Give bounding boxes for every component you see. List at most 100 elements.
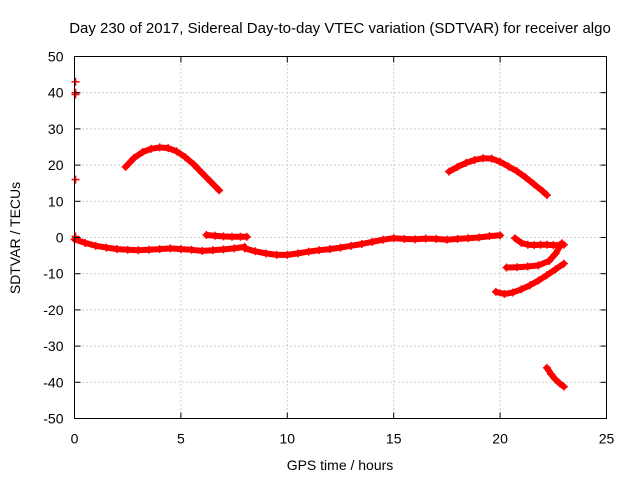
data-point — [538, 187, 547, 196]
y-tick-label: 40 — [48, 85, 64, 101]
data-point — [208, 246, 217, 255]
y-tick-label: -30 — [43, 338, 63, 354]
data-point — [479, 154, 488, 163]
data-point — [172, 147, 181, 156]
data-point — [551, 249, 560, 258]
data-point — [262, 249, 271, 258]
data-point — [557, 239, 566, 248]
data-point — [357, 240, 366, 249]
data-point — [189, 160, 198, 169]
data-point — [155, 143, 164, 152]
data-point — [206, 177, 215, 186]
data-point — [542, 191, 551, 200]
data-point — [164, 144, 173, 153]
data-point — [462, 158, 471, 167]
y-tick-label: -10 — [43, 266, 63, 282]
data-point — [464, 234, 473, 243]
data-point — [368, 237, 377, 246]
data-point — [144, 245, 153, 254]
data-point — [210, 231, 219, 240]
data-point — [496, 157, 505, 166]
data-point — [240, 244, 249, 253]
y-tick-label: -40 — [43, 374, 63, 390]
data-point — [421, 234, 430, 243]
series-arc-midday-flat — [202, 230, 251, 241]
data-point — [491, 287, 500, 296]
data-point — [442, 235, 451, 244]
data-point — [470, 156, 479, 165]
y-tick-label: 0 — [56, 230, 64, 246]
data-point — [227, 232, 236, 241]
data-point — [542, 271, 551, 280]
data-point — [502, 263, 511, 272]
x-tick-label: 15 — [386, 431, 402, 447]
y-tick-label: 50 — [48, 49, 64, 65]
data-point — [445, 167, 454, 176]
data-point — [71, 77, 80, 86]
data-point — [336, 243, 345, 252]
series-arc-late-middle — [502, 239, 566, 272]
data-point — [293, 249, 302, 258]
x-tick-label: 20 — [492, 431, 508, 447]
data-point — [496, 231, 505, 240]
data-point — [542, 363, 551, 372]
data-point — [551, 375, 560, 384]
chart-title: Day 230 of 2017, Sidereal Day-to-day VTE… — [69, 20, 611, 37]
data-point — [474, 233, 483, 242]
data-point — [71, 90, 80, 99]
data-point — [534, 261, 543, 270]
data-point — [517, 285, 526, 294]
data-point — [176, 245, 185, 254]
data-point — [198, 246, 207, 255]
x-tick-label: 25 — [599, 431, 615, 447]
data-point — [219, 232, 228, 241]
data-point — [545, 257, 554, 266]
data-point — [559, 259, 568, 268]
data-point — [71, 232, 80, 241]
data-point — [559, 382, 568, 391]
data-point — [347, 241, 356, 250]
x-axis-title: GPS time / hours — [287, 457, 394, 473]
data-point — [521, 173, 530, 182]
y-tick-label: 30 — [48, 121, 64, 137]
y-tick-label: 10 — [48, 193, 64, 209]
data-point — [534, 276, 543, 285]
data-point — [453, 234, 462, 243]
data-point — [242, 232, 251, 241]
data-point — [272, 250, 281, 259]
series-band — [122, 144, 223, 194]
data-point — [525, 281, 534, 290]
data-point — [551, 265, 560, 274]
data-point — [102, 243, 111, 252]
data-point — [432, 234, 441, 243]
data-point — [166, 244, 175, 253]
data-point — [138, 148, 147, 157]
data-point — [147, 144, 156, 153]
data-point — [91, 241, 100, 250]
data-point — [508, 288, 517, 297]
data-point — [379, 235, 388, 244]
series-arc-late-bottom — [542, 363, 568, 391]
data-point — [187, 245, 196, 254]
series-arc-late-lower — [491, 259, 568, 298]
data-point — [130, 153, 139, 162]
series-isolated-points — [71, 77, 80, 241]
data-point — [113, 245, 122, 254]
data-point — [219, 245, 228, 254]
data-point — [485, 232, 494, 241]
data-point — [504, 162, 513, 171]
data-point — [555, 379, 564, 388]
grid-layer — [74, 56, 607, 419]
data-point — [81, 238, 90, 247]
data-point — [513, 167, 522, 176]
y-axis-title: SDTVAR / TECUs — [7, 182, 23, 294]
data-point — [283, 250, 292, 259]
y-tick-label: 20 — [48, 157, 64, 173]
data-point — [155, 245, 164, 254]
data-point — [304, 247, 313, 256]
data-point — [500, 289, 509, 298]
series-arc-evening-peak — [445, 154, 551, 200]
data-point — [198, 169, 207, 178]
data-point — [513, 263, 522, 272]
